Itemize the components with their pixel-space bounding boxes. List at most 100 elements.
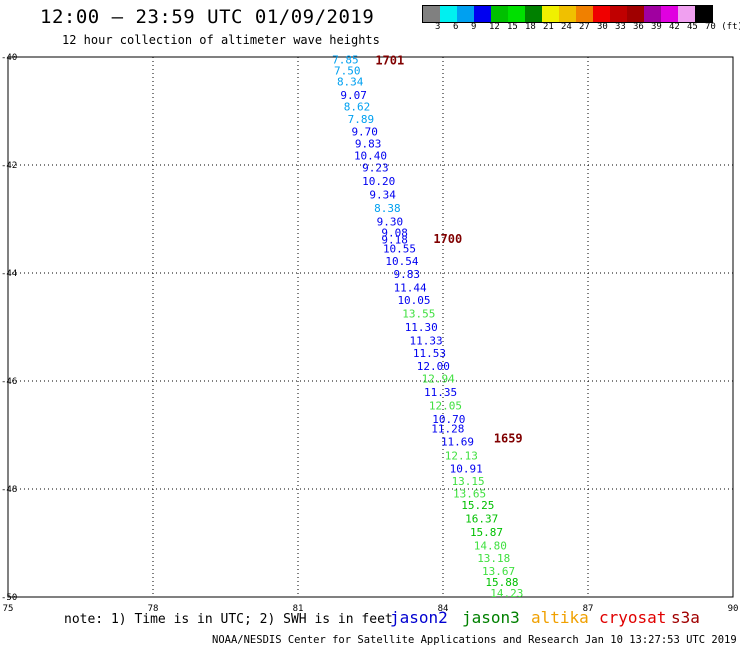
lat-tick-label: -48 — [1, 485, 17, 495]
wave-height-value: 8.38 — [374, 202, 401, 215]
colorbar-label: 70 (ft) — [705, 22, 740, 32]
wave-height-value: 11.44 — [394, 282, 427, 295]
wave-height-value: 9.34 — [369, 189, 396, 202]
colorbar-swatch — [440, 6, 457, 22]
wave-height-colorbar — [422, 5, 713, 23]
wave-height-value: 10.70 — [432, 413, 465, 426]
map-title: 12:00 – 23:59 UTC 01/09/2019 — [40, 6, 375, 28]
colorbar-label: 33 — [615, 22, 626, 32]
colorbar-label: 18 — [525, 22, 536, 32]
wave-height-value: 9.83 — [355, 137, 382, 150]
lat-tick-label: -46 — [1, 377, 17, 387]
lon-tick-label: 87 — [583, 604, 594, 614]
wave-height-value: 13.67 — [482, 565, 515, 578]
wave-height-value: 15.25 — [461, 499, 494, 512]
wave-height-value: 13.55 — [402, 308, 435, 321]
wave-height-value: 14.80 — [474, 540, 507, 553]
colorbar-label: 30 — [597, 22, 608, 32]
colorbar-swatch — [474, 6, 491, 22]
colorbar-label: 45 — [687, 22, 698, 32]
colorbar-swatch — [695, 6, 712, 22]
colorbar-swatch — [627, 6, 644, 22]
colorbar-swatch — [542, 6, 559, 22]
units-note: note: 1) Time is in UTC; 2) SWH is in fe… — [64, 612, 393, 627]
wave-height-value: 9.83 — [394, 268, 421, 281]
wave-height-value: 12.00 — [417, 360, 450, 373]
colorbar-swatch — [491, 6, 508, 22]
colorbar-label: 6 — [453, 22, 459, 32]
wave-height-value: 13.15 — [452, 475, 485, 488]
colorbar-swatch — [423, 6, 440, 22]
lat-tick-label: -42 — [1, 161, 17, 171]
colorbar-label: 12 — [489, 22, 500, 32]
wave-height-value: 8.62 — [344, 101, 371, 114]
lon-tick-label: 75 — [3, 604, 14, 614]
wave-height-value: 11.35 — [424, 386, 457, 399]
wave-height-value: 15.88 — [485, 576, 518, 589]
colorbar-swatch — [576, 6, 593, 22]
lon-tick-label: 84 — [438, 604, 449, 614]
colorbar-label: 3 — [435, 22, 441, 32]
colorbar-label: 15 — [507, 22, 518, 32]
wave-height-value: 14.23 — [490, 587, 523, 600]
lon-tick-label: 81 — [293, 604, 304, 614]
colorbar-swatch — [644, 6, 661, 22]
colorbar-swatch — [593, 6, 610, 22]
wave-height-value: 11.69 — [441, 435, 474, 448]
colorbar-swatch — [678, 6, 695, 22]
legend-cryosat: cryosat — [599, 608, 667, 627]
colorbar-swatch — [610, 6, 627, 22]
legend-jason2: jason2 — [390, 608, 448, 627]
wave-height-value: 8.34 — [337, 75, 364, 88]
colorbar-label: 42 — [669, 22, 680, 32]
time-label: 1659 — [494, 432, 523, 446]
wave-height-value: 10.54 — [385, 255, 418, 268]
lon-tick-label: 78 — [148, 604, 159, 614]
time-label: 1701 — [375, 54, 404, 68]
legend-jason3: jason3 — [462, 608, 520, 627]
legend-altika: altika — [531, 608, 589, 627]
wave-height-value: 10.40 — [354, 149, 387, 162]
wave-height-value: 16.37 — [465, 513, 498, 526]
colorbar-swatch — [525, 6, 542, 22]
colorbar-label: 24 — [561, 22, 572, 32]
wave-height-value: 10.91 — [450, 462, 483, 475]
wave-height-value: 7.50 — [334, 65, 361, 78]
wave-height-value: 10.55 — [383, 243, 416, 256]
colorbar-labels: 3 6 9 12 15 18 21 24 27 30 33 36 39 42 45 70 (ft) — [422, 22, 740, 36]
wave-height-value: 13.65 — [453, 487, 486, 500]
wave-height-value: 9.70 — [351, 126, 378, 139]
colorbar-label: 36 — [633, 22, 644, 32]
map-frame — [7, 56, 734, 598]
colorbar-swatch — [457, 6, 474, 22]
colorbar-swatch — [508, 6, 525, 22]
wave-height-value: 10.05 — [397, 294, 430, 307]
lat-tick-label: -40 — [1, 53, 17, 63]
wave-height-value: 12.94 — [422, 372, 455, 385]
wave-height-value: 11.30 — [405, 321, 438, 334]
wave-height-value: 10.20 — [362, 175, 395, 188]
wave-height-value: 9.18 — [381, 234, 408, 247]
wave-height-value: 13.18 — [477, 552, 510, 565]
legend-s3a: s3a — [671, 608, 700, 627]
colorbar-swatch — [559, 6, 576, 22]
wave-height-value: 11.33 — [410, 335, 443, 348]
wave-height-value: 7.89 — [348, 113, 375, 126]
wave-height-value: 9.07 — [340, 89, 367, 102]
wave-height-value: 11.28 — [431, 423, 464, 436]
wave-height-value: 9.08 — [381, 227, 408, 240]
lon-tick-label: 90 — [728, 604, 739, 614]
wave-height-value: 12.13 — [445, 450, 478, 463]
wave-height-value: 9.23 — [362, 162, 389, 175]
wave-height-value: 9.30 — [377, 216, 404, 229]
colorbar-swatch — [661, 6, 678, 22]
lat-tick-label: -44 — [1, 269, 17, 279]
footer-credit: NOAA/NESDIS Center for Satellite Applica… — [212, 634, 737, 646]
time-label: 1700 — [433, 232, 462, 246]
colorbar-label: 9 — [471, 22, 477, 32]
wave-height-value: 7.85 — [332, 54, 359, 67]
map-subtitle: 12 hour collection of altimeter wave hei… — [62, 33, 380, 47]
colorbar-label: 27 — [579, 22, 590, 32]
wave-height-value: 12.05 — [429, 399, 462, 412]
